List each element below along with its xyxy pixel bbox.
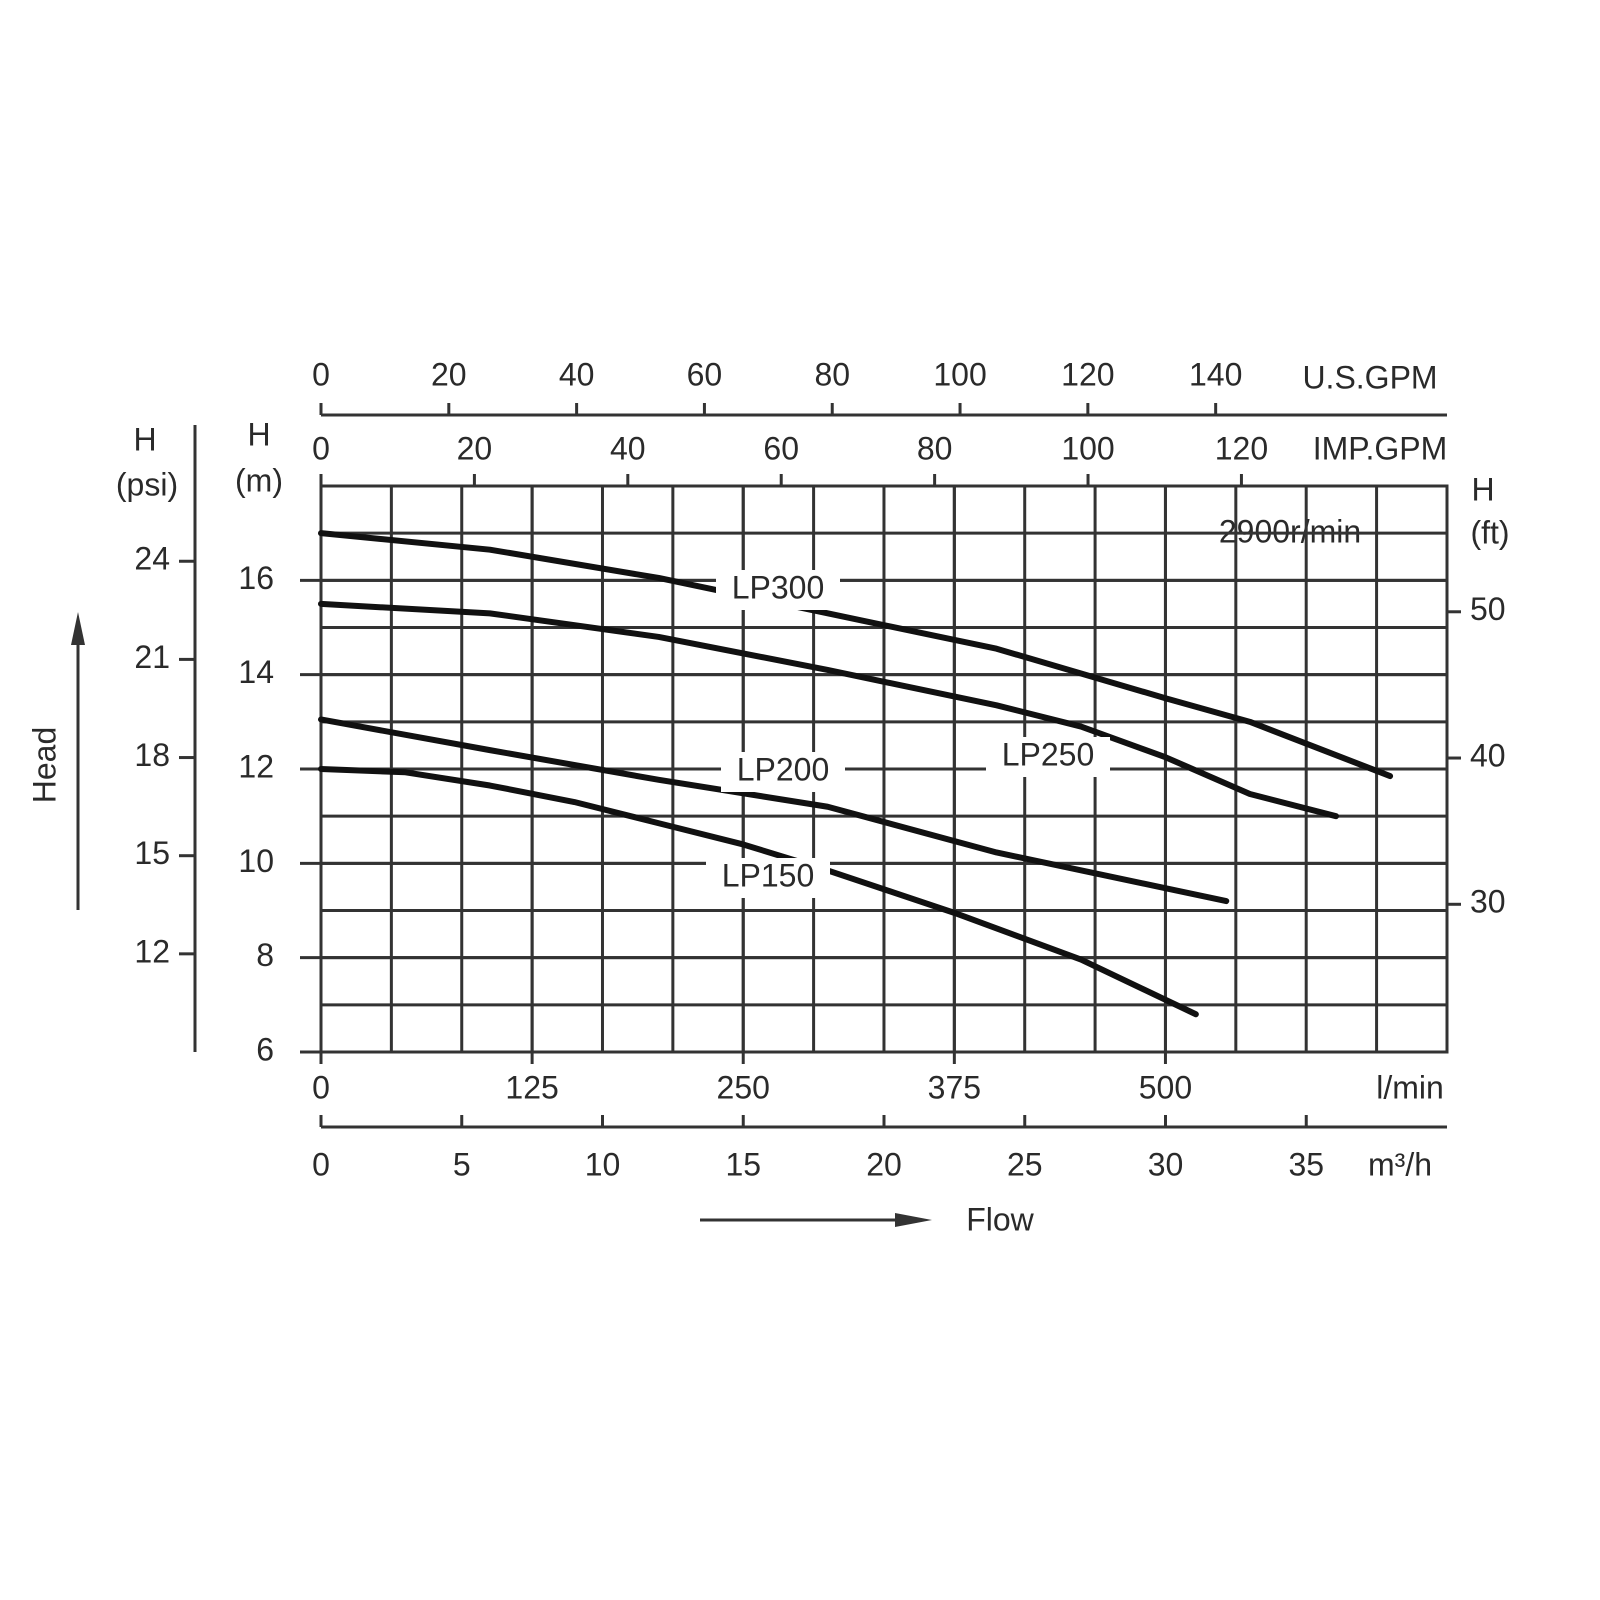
x-tick-label: 125	[505, 1069, 558, 1105]
secondary-tick-label: 21	[134, 639, 170, 675]
label-background	[721, 752, 845, 792]
y-tick-label: 16	[238, 560, 274, 596]
secondary-tick-label: 12	[134, 933, 170, 969]
secondary-axis-label: m³/h	[1368, 1146, 1432, 1182]
series-label: LP300	[732, 569, 825, 605]
secondary-axis-label: IMP.GPM	[1313, 430, 1448, 466]
secondary-tick-label: 80	[814, 356, 850, 392]
secondary-tick-label: 100	[1061, 430, 1114, 466]
secondary-tick-label: 40	[610, 430, 646, 466]
secondary-tick-label: 60	[687, 356, 723, 392]
secondary-tick-label: 140	[1189, 356, 1242, 392]
secondary-tick-label: 20	[866, 1146, 902, 1182]
y-axis-label: H	[247, 416, 270, 452]
head-arrowhead	[71, 612, 85, 645]
secondary-tick-label: 15	[725, 1146, 761, 1182]
x-tick-label: 500	[1139, 1069, 1192, 1105]
y-tick-label: 10	[238, 843, 274, 879]
secondary-axis-label: U.S.GPM	[1302, 359, 1437, 395]
x-tick-label: 375	[928, 1069, 981, 1105]
y-tick-label: 12	[238, 748, 274, 784]
secondary-tick-label: 10	[585, 1146, 621, 1182]
y-axis-label: (m)	[235, 462, 283, 498]
y-axis-title: Head	[26, 727, 62, 804]
secondary-tick-label: 0	[312, 1146, 330, 1182]
secondary-tick-label: 20	[457, 430, 493, 466]
y-tick-label: 6	[256, 1031, 274, 1067]
x-axis-label: l/min	[1376, 1069, 1444, 1105]
secondary-tick-label: 30	[1470, 884, 1506, 920]
secondary-tick-label: 15	[134, 835, 170, 871]
flow-arrowhead	[895, 1213, 932, 1227]
label-background	[986, 737, 1110, 777]
secondary-tick-label: 40	[1470, 737, 1506, 773]
secondary-tick-label: 5	[453, 1146, 471, 1182]
series-label: LP250	[1002, 736, 1095, 772]
secondary-tick-label: 50	[1470, 591, 1506, 627]
secondary-tick-label: 120	[1061, 356, 1114, 392]
secondary-tick-label: 40	[559, 356, 595, 392]
secondary-tick-label: 18	[134, 737, 170, 773]
label-background	[706, 858, 830, 898]
secondary-tick-label: 30	[1148, 1146, 1184, 1182]
secondary-tick-label: 25	[1007, 1146, 1043, 1182]
y-tick-label: 8	[256, 937, 274, 973]
curve	[318, 600, 1340, 820]
secondary-axis-label: (psi)	[116, 466, 178, 502]
secondary-tick-label: 24	[134, 541, 170, 577]
secondary-tick-label: 20	[431, 356, 467, 392]
secondary-tick-label: 100	[933, 356, 986, 392]
annotation: 2900r/min	[1219, 513, 1361, 549]
secondary-tick-label: 0	[312, 430, 330, 466]
x-axis-title: Flow	[966, 1201, 1034, 1237]
series-label: LP200	[737, 751, 830, 787]
y-tick-label: 14	[238, 654, 274, 690]
curve	[318, 766, 1199, 1018]
label-background	[716, 570, 840, 610]
secondary-tick-label: 120	[1215, 430, 1268, 466]
x-tick-label: 0	[312, 1069, 330, 1105]
secondary-tick-label: 80	[917, 430, 953, 466]
secondary-tick-label: 60	[763, 430, 799, 466]
curve	[318, 716, 1230, 905]
secondary-axis-label: (ft)	[1470, 514, 1509, 550]
secondary-tick-label: 0	[312, 356, 330, 392]
secondary-axis-label: H	[1471, 471, 1494, 507]
curve	[318, 530, 1394, 780]
series-label: LP150	[722, 857, 815, 893]
secondary-axis-label: H	[133, 421, 156, 457]
secondary-tick-label: 35	[1288, 1146, 1324, 1182]
x-tick-label: 250	[717, 1069, 770, 1105]
